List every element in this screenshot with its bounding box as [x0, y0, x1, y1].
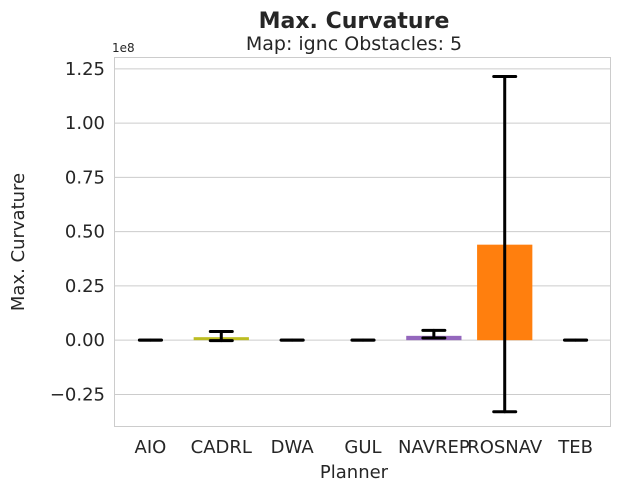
x-axis-label: Planner	[320, 462, 389, 483]
y-axis-label: Max. Curvature	[8, 173, 29, 311]
error-bars	[137, 74, 589, 414]
x-tick-label: NAVREP	[398, 437, 470, 458]
x-tick-label: AIO	[135, 437, 167, 458]
y-tick-label: 1.25	[65, 59, 105, 80]
x-tick-label: DWA	[271, 437, 315, 458]
chart-subtitle: Map: ignc Obstacles: 5	[246, 33, 462, 55]
bars	[193, 244, 533, 341]
y-tick-label: −0.25	[50, 384, 105, 405]
plot-area-frame	[114, 57, 611, 427]
x-tick-label: CADRL	[191, 437, 252, 458]
y-tick-label: 0.25	[65, 276, 105, 297]
y-tick-label: 0.75	[65, 167, 105, 188]
chart-title: Max. Curvature	[259, 9, 450, 34]
y-tick-label: 0.00	[65, 330, 105, 351]
x-tick-label: GUL	[344, 437, 381, 458]
x-tick-label: ROSNAV	[467, 437, 543, 458]
y-tick-label: 1.00	[65, 113, 105, 134]
y-tick-label: 0.50	[65, 222, 105, 243]
x-tick-label: TEB	[557, 437, 593, 458]
grid-lines	[115, 68, 611, 395]
y-offset-label: 1e8	[112, 41, 135, 55]
y-tick-labels: −0.25 0.00 0.25 0.50 0.75 1.00 1.25	[50, 59, 105, 406]
